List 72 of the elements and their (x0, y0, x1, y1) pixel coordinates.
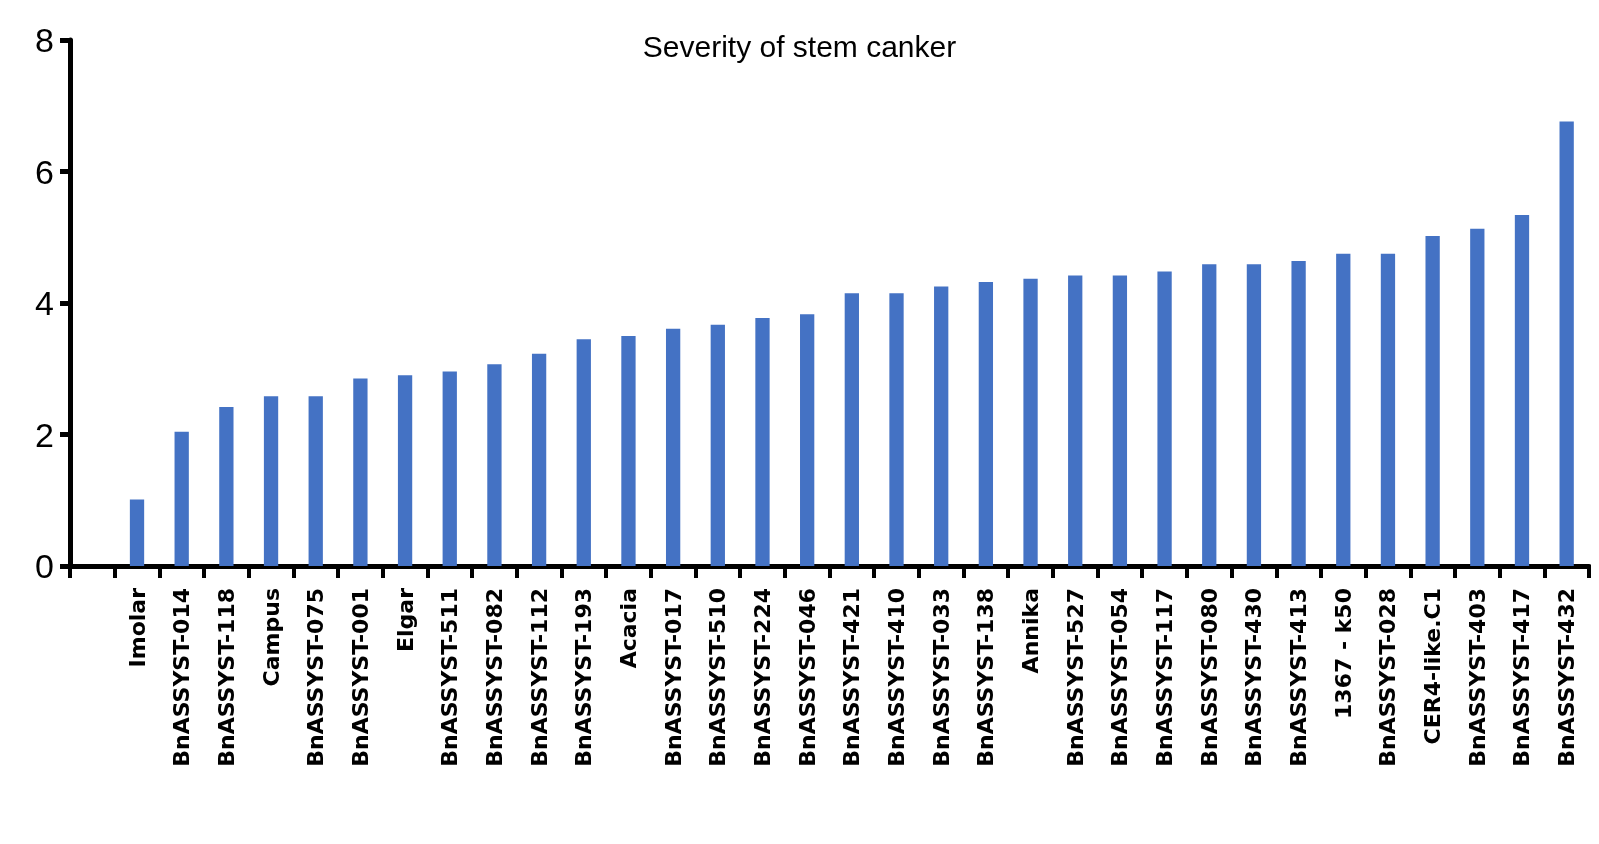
bar (1514, 214, 1530, 566)
x-tick-label: BnASSYST-117 (1152, 588, 1178, 767)
bar (442, 371, 457, 566)
bar (219, 406, 234, 566)
x-tick-label: Annika (1018, 588, 1044, 674)
bar (1246, 264, 1262, 566)
chart-title: Severity of stem canker (642, 29, 957, 63)
bar (844, 293, 859, 566)
bar (1112, 275, 1128, 566)
x-tick-label: BnASSYST-138 (973, 588, 999, 767)
x-tick-label: BnASSYST-075 (303, 588, 329, 767)
bar (531, 353, 547, 566)
y-tick-label: 4 (35, 284, 54, 322)
bar (1291, 260, 1306, 566)
x-tick-label: Elgar (392, 587, 418, 653)
bar (934, 286, 949, 566)
bar (1202, 264, 1217, 566)
bar (755, 318, 770, 566)
x-tick-label: Acacia (615, 588, 641, 669)
bar (308, 396, 323, 566)
bar (1023, 278, 1038, 566)
x-tick-label: BnASSYST-413 (1286, 588, 1312, 767)
x-tick-label: BnASSYST-417 (1509, 588, 1535, 767)
bar (174, 431, 189, 566)
bar (353, 378, 368, 566)
x-tick-label: BnASSYST-001 (347, 588, 373, 767)
bar (889, 293, 904, 566)
bar (1559, 121, 1574, 566)
x-tick-label: BnASSYST-527 (1062, 588, 1088, 767)
x-tick-label: BnASSYST-028 (1375, 588, 1401, 767)
x-tick-label: BnASSYST-014 (169, 588, 195, 767)
bar (397, 375, 413, 566)
x-tick-label: BnASSYST-224 (749, 588, 775, 767)
bar (576, 339, 591, 566)
x-tick-label: BnASSYST-017 (660, 588, 686, 767)
y-tick-label: 6 (35, 152, 54, 191)
x-tick-label: BnASSYST-112 (526, 588, 552, 767)
bar (978, 281, 994, 566)
x-tick-label: BnASSYST-403 (1464, 588, 1490, 767)
x-tick-label: BnASSYST-410 (884, 588, 910, 767)
bar (1157, 271, 1172, 566)
x-tick-label: BnASSYST-118 (213, 588, 239, 767)
x-tick-label: BnASSYST-430 (1241, 588, 1267, 767)
x-tick-label: CER4-like.C1 (1420, 588, 1446, 745)
y-tick-label: 0 (35, 547, 54, 585)
x-tick-label: BnASSYST-082 (481, 588, 507, 767)
bar (1425, 235, 1440, 566)
x-tick-label: 1367 - k50 (1330, 588, 1356, 719)
x-tick-label: BnASSYST-054 (1107, 588, 1133, 767)
x-tick-label: Campus (258, 588, 284, 687)
x-tick-label: BnASSYST-421 (839, 588, 865, 767)
x-tick-label: BnASSYST-046 (794, 588, 820, 767)
x-tick-label: Imolar (124, 587, 150, 668)
y-tick-label: 2 (35, 415, 54, 454)
bar (1380, 253, 1396, 566)
x-tick-label: BnASSYST-511 (437, 588, 463, 767)
bar (800, 314, 815, 566)
bar (487, 364, 502, 566)
bar (263, 396, 279, 566)
bar (710, 324, 725, 566)
bar (1336, 253, 1351, 566)
x-tick-label: BnASSYST-510 (705, 588, 731, 767)
x-tick-label: BnASSYST-033 (928, 588, 954, 767)
x-tick-label: BnASSYST-080 (1196, 588, 1222, 767)
x-tick-label: BnASSYST-193 (571, 588, 597, 767)
bar (665, 328, 681, 566)
x-tick-label: BnASSYST-432 (1554, 588, 1580, 767)
bar (1068, 275, 1083, 566)
y-tick-label: 8 (35, 21, 54, 59)
bar (621, 335, 636, 566)
bar (1470, 228, 1485, 566)
bar (129, 499, 145, 566)
